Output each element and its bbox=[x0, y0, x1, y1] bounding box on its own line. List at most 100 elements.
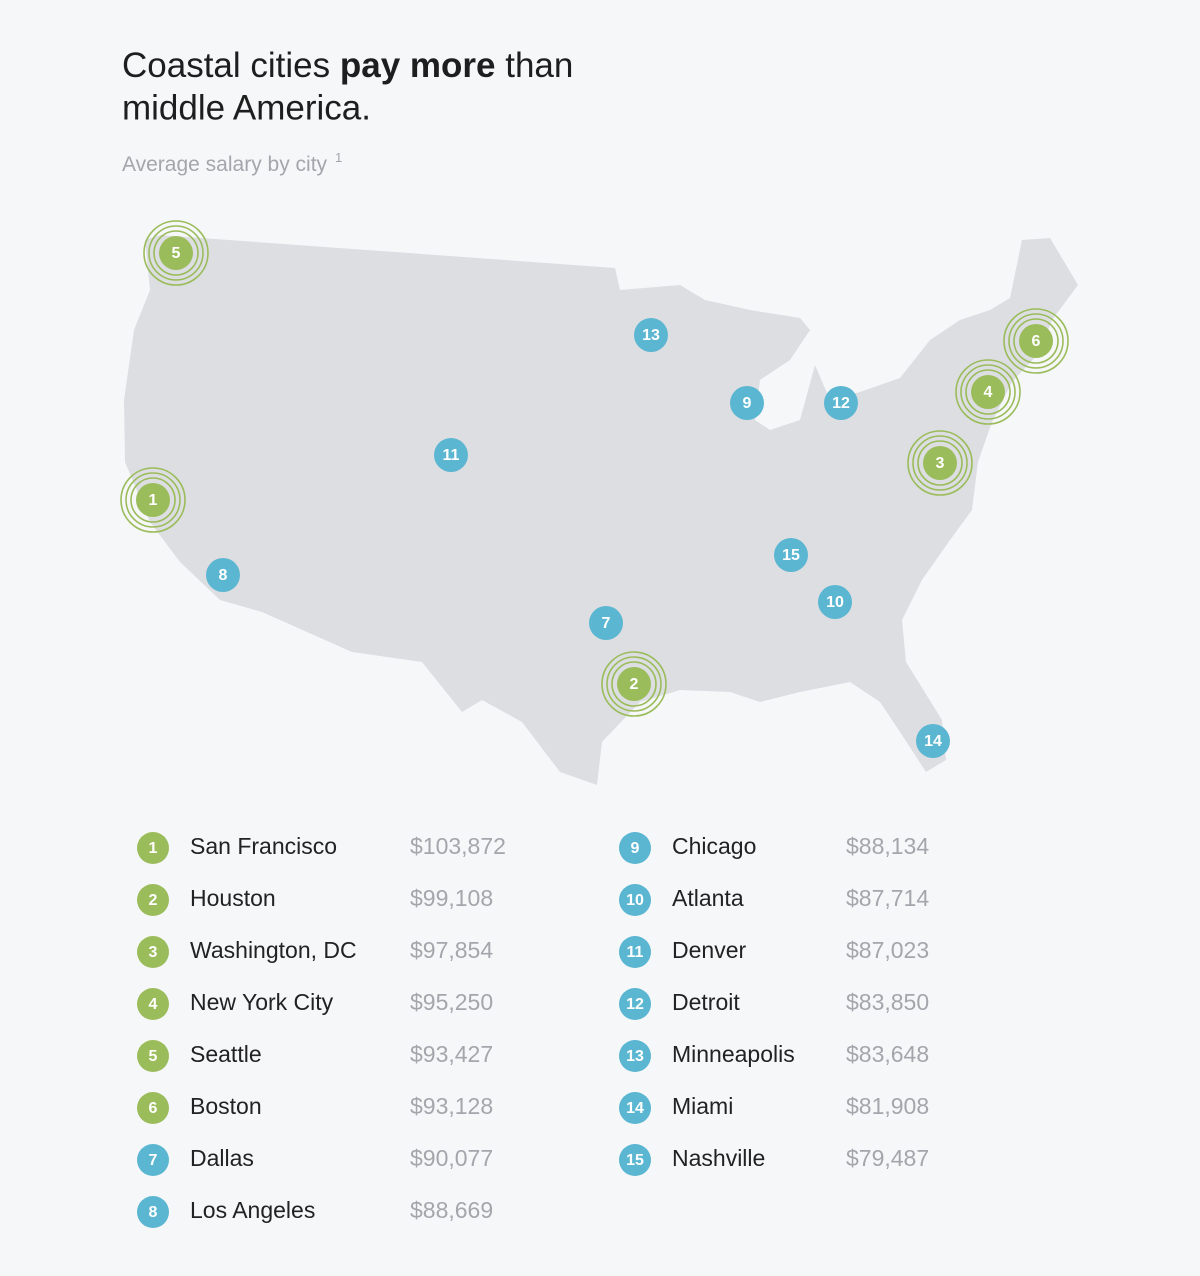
map-marker bbox=[136, 483, 170, 517]
rank-badge bbox=[619, 1040, 651, 1072]
marker-label: 7 bbox=[602, 615, 611, 632]
map-marker bbox=[206, 558, 240, 592]
map-marker bbox=[916, 724, 950, 758]
marker-label: 3 bbox=[936, 455, 945, 472]
rank-label: 13 bbox=[626, 1048, 644, 1065]
title-part: than bbox=[496, 46, 574, 85]
subtitle-text: Average salary by city bbox=[122, 153, 328, 176]
city-salary: $81,908 bbox=[846, 1093, 929, 1119]
city-salary: $87,023 bbox=[846, 937, 929, 963]
rank-label: 3 bbox=[149, 944, 158, 961]
city-salary: $83,850 bbox=[846, 989, 929, 1015]
city-salary: $95,250 bbox=[410, 989, 493, 1015]
rank-label: 9 bbox=[631, 840, 640, 857]
city-name: Nashville bbox=[672, 1145, 765, 1171]
city-name: New York City bbox=[190, 989, 334, 1015]
rank-badge bbox=[619, 936, 651, 968]
marker-label: 15 bbox=[782, 547, 800, 564]
marker-ring bbox=[611, 661, 657, 707]
rank-label: 10 bbox=[626, 892, 644, 909]
marker-label: 14 bbox=[924, 733, 942, 750]
rank-badge bbox=[137, 988, 169, 1020]
map-marker bbox=[159, 236, 193, 270]
marker-label: 9 bbox=[743, 395, 752, 412]
marker-label: 8 bbox=[219, 567, 228, 584]
city-name: Boston bbox=[190, 1093, 262, 1119]
city-salary: $103,872 bbox=[410, 833, 506, 859]
marker-label: 4 bbox=[984, 384, 993, 401]
rank-label: 5 bbox=[149, 1048, 158, 1065]
marker-label: 5 bbox=[172, 245, 181, 262]
map-marker bbox=[617, 667, 651, 701]
rank-label: 2 bbox=[149, 892, 158, 909]
map-marker bbox=[730, 386, 764, 420]
rank-label: 12 bbox=[626, 996, 644, 1013]
city-name: San Francisco bbox=[190, 833, 337, 859]
marker-label: 1 bbox=[149, 492, 158, 509]
city-name: Washington, DC bbox=[190, 937, 357, 963]
rank-label: 6 bbox=[149, 1100, 158, 1117]
map-marker bbox=[774, 538, 808, 572]
map-marker bbox=[818, 585, 852, 619]
marker-label: 6 bbox=[1032, 333, 1041, 350]
city-name: Minneapolis bbox=[672, 1041, 795, 1067]
city-name: Miami bbox=[672, 1093, 733, 1119]
rank-badge bbox=[137, 1040, 169, 1072]
map-marker bbox=[923, 446, 957, 480]
marker-ring bbox=[606, 656, 662, 712]
marker-ring bbox=[143, 220, 209, 286]
map-marker bbox=[824, 386, 858, 420]
map-marker bbox=[434, 438, 468, 472]
city-salary: $83,648 bbox=[846, 1041, 929, 1067]
us-map bbox=[124, 235, 1078, 785]
city-name: Denver bbox=[672, 937, 746, 963]
city-name: Houston bbox=[190, 885, 276, 911]
city-salary: $99,108 bbox=[410, 885, 493, 911]
city-salary: $90,077 bbox=[410, 1145, 493, 1171]
rank-label: 11 bbox=[627, 944, 644, 961]
rank-badge bbox=[137, 884, 169, 916]
marker-label: 11 bbox=[443, 447, 460, 464]
marker-ring bbox=[917, 440, 963, 486]
city-name: Los Angeles bbox=[190, 1197, 315, 1223]
marker-label: 12 bbox=[832, 395, 850, 412]
marker-ring bbox=[601, 651, 667, 717]
marker-label: 2 bbox=[630, 676, 639, 693]
title-part: Coastal cities bbox=[122, 46, 340, 85]
city-salary: $97,854 bbox=[410, 937, 493, 963]
rank-badge bbox=[619, 884, 651, 916]
marker-ring bbox=[125, 472, 181, 528]
marker-ring bbox=[120, 467, 186, 533]
city-salary: $93,128 bbox=[410, 1093, 493, 1119]
rank-label: 15 bbox=[626, 1152, 644, 1169]
rank-label: 14 bbox=[626, 1100, 644, 1117]
map-marker bbox=[971, 375, 1005, 409]
rank-label: 4 bbox=[149, 996, 158, 1013]
map-marker bbox=[634, 318, 668, 352]
marker-ring bbox=[148, 225, 204, 281]
marker-ring bbox=[1003, 308, 1069, 374]
title: Coastal cities pay more than bbox=[122, 46, 573, 85]
rank-badge bbox=[137, 936, 169, 968]
rank-badge bbox=[137, 832, 169, 864]
city-salary: $88,134 bbox=[846, 833, 929, 859]
map-marker bbox=[589, 606, 623, 640]
marker-label: 10 bbox=[826, 594, 844, 611]
rank-label: 1 bbox=[149, 840, 158, 857]
city-salary: $87,714 bbox=[846, 885, 929, 911]
marker-ring bbox=[912, 435, 968, 491]
footnote-mark: 1 bbox=[335, 150, 342, 165]
marker-ring bbox=[907, 430, 973, 496]
city-name: Seattle bbox=[190, 1041, 262, 1067]
rank-badge bbox=[619, 1144, 651, 1176]
title: middle America. bbox=[122, 88, 371, 127]
rank-badge bbox=[619, 832, 651, 864]
rank-label: 8 bbox=[149, 1204, 158, 1221]
rank-badge bbox=[137, 1092, 169, 1124]
rank-badge bbox=[137, 1144, 169, 1176]
rank-label: 7 bbox=[149, 1152, 158, 1169]
marker-label: 13 bbox=[642, 327, 660, 344]
rank-badge bbox=[137, 1196, 169, 1228]
